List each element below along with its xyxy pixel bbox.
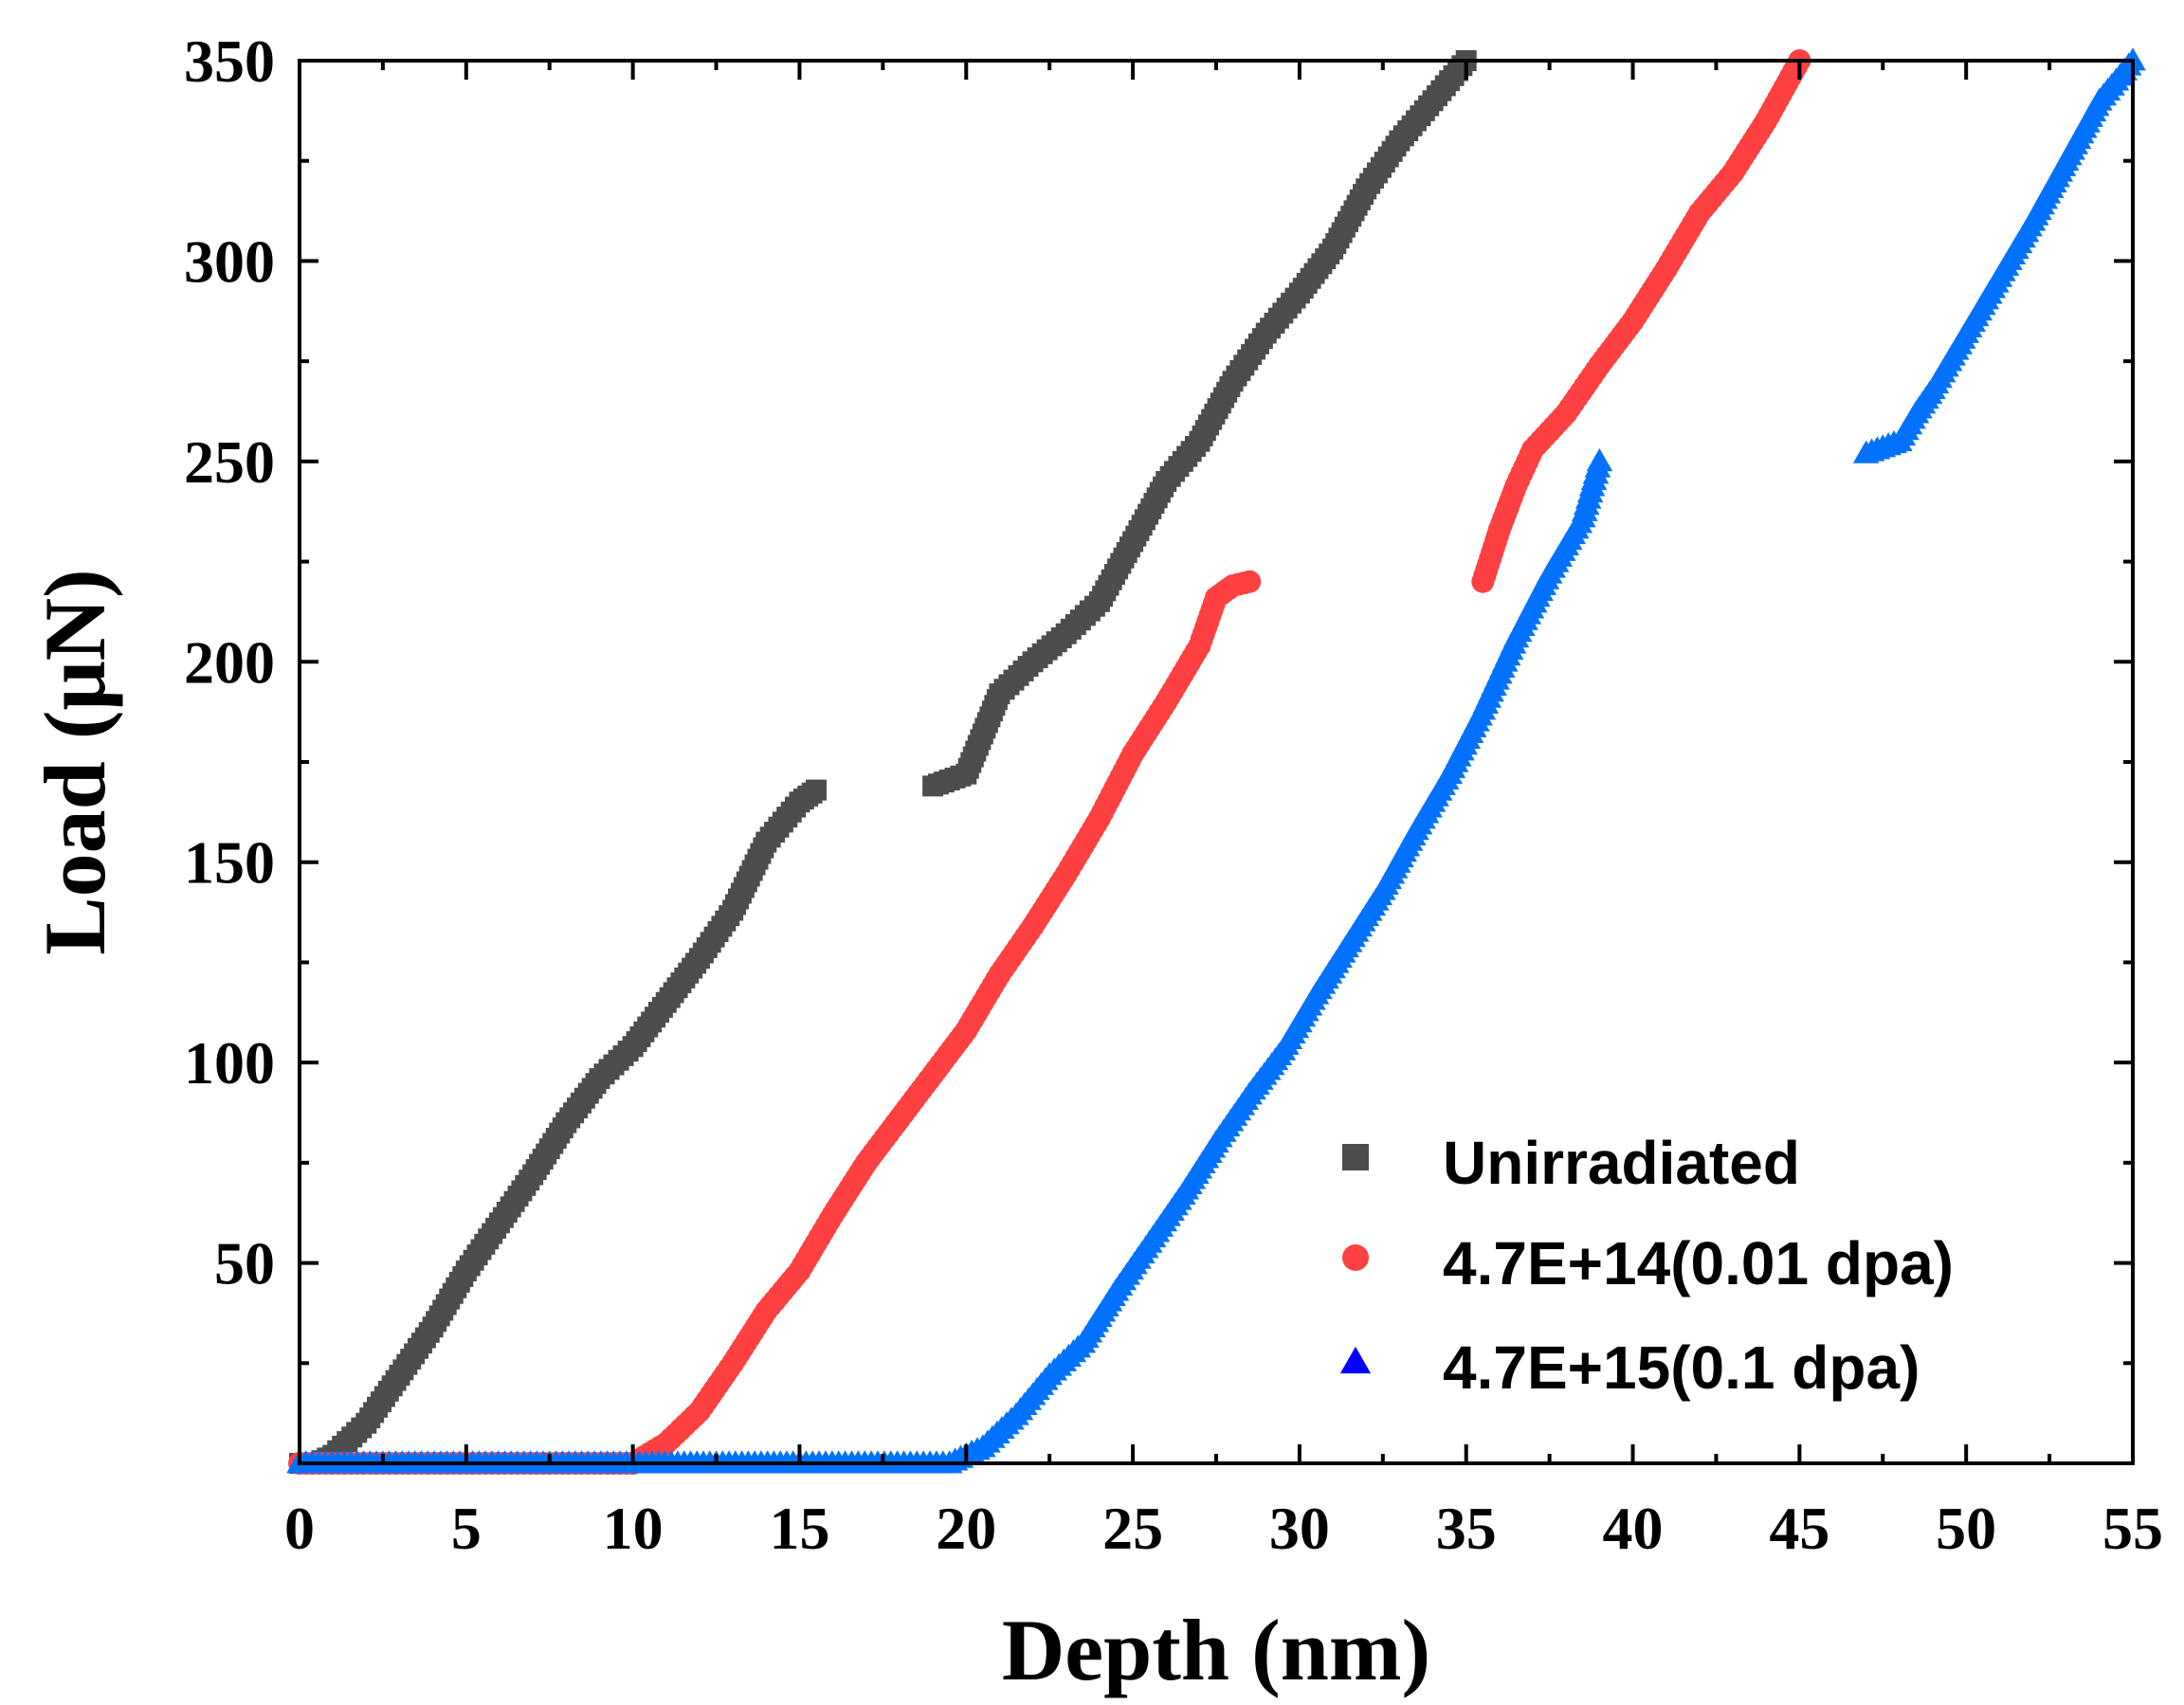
plot-frame	[298, 59, 2135, 1465]
y-tick-label: 200	[184, 628, 275, 696]
x-axis-title: Depth (nm)	[1002, 1602, 1430, 1698]
data-point	[1586, 448, 1613, 472]
data-point	[806, 779, 828, 801]
y-axis-tick-labels: 50 100 150 200 250 300 350	[184, 27, 275, 1297]
series-1	[289, 50, 1477, 1474]
x-tick-label: 0	[284, 1495, 315, 1562]
x-tick-label: 5	[451, 1495, 482, 1562]
y-tick-label: 250	[184, 428, 275, 496]
legend-label-3: 4.7E+15(0.1 dpa)	[1443, 1333, 1920, 1402]
x-tick-label: 55	[2102, 1495, 2163, 1562]
legend-marker-1	[1342, 1144, 1369, 1170]
x-tick-label: 40	[1603, 1495, 1664, 1562]
x-tick-label: 35	[1436, 1495, 1497, 1562]
x-tick-label: 15	[769, 1495, 829, 1562]
y-tick-label: 350	[184, 27, 275, 95]
x-tick-label: 50	[1936, 1495, 1996, 1562]
y-tick-label: 100	[184, 1029, 275, 1097]
legend-marker-3	[1339, 1346, 1372, 1374]
legend-label-1: Unirradiated	[1443, 1129, 1800, 1197]
x-tick-label: 45	[1769, 1495, 1829, 1562]
data-marks	[286, 47, 2146, 1475]
y-tick-label: 300	[184, 227, 275, 295]
x-tick-label: 20	[936, 1495, 996, 1562]
x-tick-label: 30	[1269, 1495, 1330, 1562]
legend-marker-2	[1342, 1244, 1369, 1271]
x-tick-label: 25	[1102, 1495, 1163, 1562]
legend-label-2: 4.7E+14(0.01 dpa)	[1443, 1229, 1954, 1297]
y-tick-label: 150	[184, 829, 275, 897]
y-tick-label: 50	[214, 1230, 275, 1297]
legend: Unirradiated 4.7E+14(0.01 dpa) 4.7E+15(0.1…	[1339, 1129, 1954, 1402]
x-axis-tick-labels: 0 5 10 15 20 25 30 35 40 45 50 55	[284, 1495, 2163, 1562]
x-tick-label: 10	[603, 1495, 664, 1562]
data-point	[1238, 570, 1262, 593]
y-axis-title: Load (μN)	[27, 569, 123, 954]
